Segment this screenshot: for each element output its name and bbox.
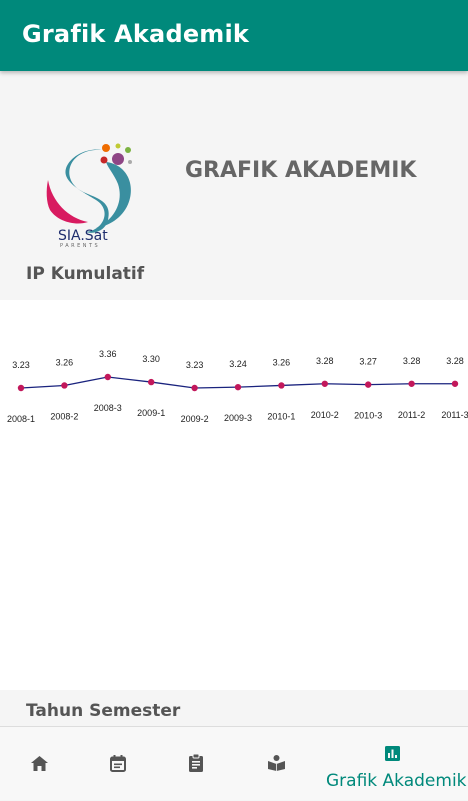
app-bar-title: Grafik Akademik: [22, 20, 250, 48]
data-value-label: 3.28: [316, 356, 334, 366]
data-value-label: 3.28: [446, 356, 464, 366]
nav-home[interactable]: [0, 727, 78, 801]
bar-chart-icon: [385, 746, 400, 761]
data-point[interactable]: [451, 380, 459, 387]
x-axis-label-bar: Tahun Semester: [0, 690, 468, 726]
nav-calendar[interactable]: [78, 727, 156, 801]
line-chart-svg: 3.23 2008-1 3.26 2008-2 3.36 2008-3 3.30 2009-1…: [7, 349, 468, 424]
app-bar: Grafik Akademik: [0, 0, 468, 71]
data-value-label: 3.24: [229, 359, 247, 369]
logo-dot-orange: [102, 144, 110, 152]
x-tick-label: 2009-2: [181, 414, 209, 424]
nav-grafik-akademik[interactable]: [318, 727, 468, 801]
data-value-label: 3.28: [403, 356, 421, 366]
data-value-label: 3.27: [359, 357, 377, 367]
data-point[interactable]: [408, 380, 415, 387]
book-reader-icon: [268, 755, 285, 771]
logo-dot-green: [125, 147, 131, 153]
x-tick-label: 2008-3: [94, 403, 122, 413]
data-point[interactable]: [365, 381, 372, 388]
x-tick-label: 2009-1: [137, 408, 165, 418]
nav-reader[interactable]: [234, 727, 318, 801]
data-point[interactable]: [321, 380, 328, 387]
x-axis-label: Tahun Semester: [26, 701, 181, 721]
sia-sat-logo: [46, 143, 132, 233]
x-tick-label: 2010-1: [267, 411, 295, 421]
data-value-label: 3.36: [99, 349, 117, 359]
data-value-label: 3.26: [273, 357, 291, 367]
x-tick-label: 2009-3: [224, 413, 252, 423]
page-title: GRAFIK AKADEMIK: [185, 158, 417, 183]
nav-assignments[interactable]: [156, 727, 234, 801]
x-tick-label: 2011-2: [398, 410, 425, 420]
y-axis-label: IP Kumulatif: [26, 264, 145, 284]
logo-teal-arc: [96, 162, 131, 228]
logo-dot-purple: [112, 153, 124, 165]
data-value-label: 3.26: [56, 357, 74, 367]
home-icon: [31, 756, 48, 771]
data-point[interactable]: [61, 382, 68, 389]
logo-dot-yellow: [115, 143, 121, 149]
data-point[interactable]: [278, 382, 285, 389]
data-value-label: 3.23: [12, 360, 30, 370]
data-point[interactable]: [104, 373, 112, 381]
logo-subtext: PARENTS: [60, 243, 101, 249]
logo-dot-grey: [128, 160, 132, 164]
data-value-label: 3.23: [186, 360, 204, 370]
x-tick-label: 2010-2: [311, 410, 339, 420]
data-point[interactable]: [17, 384, 25, 392]
clipboard-icon: [189, 754, 203, 772]
logo-magenta-tail: [46, 180, 88, 224]
bottom-navigation: Grafik Akademik: [0, 726, 468, 800]
logo-text: SIA.Sat: [58, 228, 108, 244]
x-tick-label: 2008-1: [7, 414, 35, 424]
nav-active-label: Grafik Akademik: [326, 771, 467, 791]
calendar-icon: [110, 755, 126, 772]
data-point[interactable]: [234, 383, 242, 391]
data-point[interactable]: [191, 384, 198, 392]
line-chart[interactable]: 3.23 2008-1 3.26 2008-2 3.36 2008-3 3.30 2009-1…: [0, 300, 468, 690]
data-value-label: 3.30: [142, 354, 160, 364]
x-tick-label: 2008-2: [50, 411, 78, 421]
x-tick-label: 2010-3: [354, 411, 382, 421]
header-section: [0, 71, 468, 300]
data-point[interactable]: [148, 378, 155, 386]
x-tick-label: 2011-3: [441, 410, 468, 420]
logo-dot-red: [100, 156, 108, 164]
